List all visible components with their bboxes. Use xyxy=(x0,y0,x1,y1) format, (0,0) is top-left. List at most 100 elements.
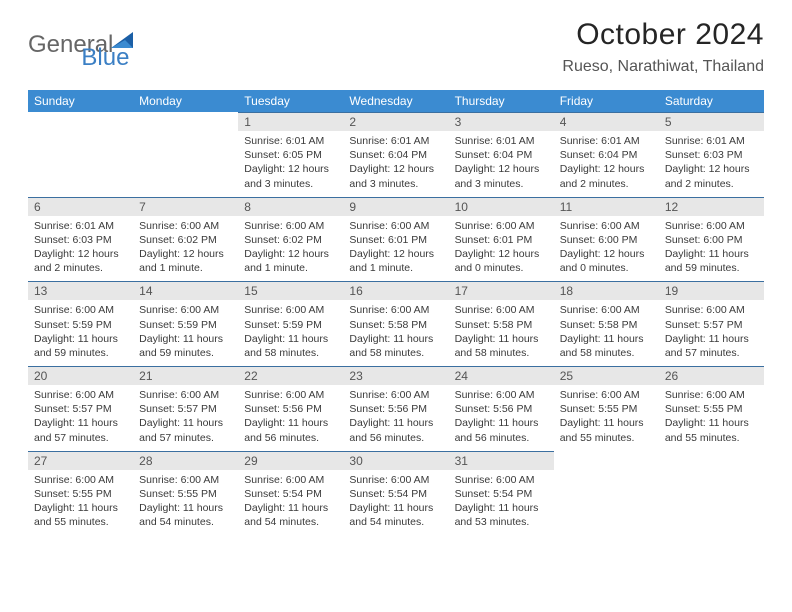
day-number: 22 xyxy=(238,366,343,385)
sunrise-line: Sunrise: 6:00 AM xyxy=(34,473,127,487)
sunrise-line: Sunrise: 6:00 AM xyxy=(560,388,653,402)
day-number: 11 xyxy=(554,197,659,216)
day-number: 16 xyxy=(343,281,448,300)
day-number: 31 xyxy=(449,451,554,470)
day-number: 7 xyxy=(133,197,238,216)
sunrise-line: Sunrise: 6:00 AM xyxy=(455,388,548,402)
day-number: 4 xyxy=(554,112,659,131)
calendar-cell: 17Sunrise: 6:00 AMSunset: 5:58 PMDayligh… xyxy=(449,281,554,366)
calendar-cell: 24Sunrise: 6:00 AMSunset: 5:56 PMDayligh… xyxy=(449,366,554,451)
day-body: Sunrise: 6:00 AMSunset: 6:01 PMDaylight:… xyxy=(343,216,448,282)
sunset-line: Sunset: 5:58 PM xyxy=(349,318,442,332)
day-body: Sunrise: 6:00 AMSunset: 5:55 PMDaylight:… xyxy=(133,470,238,536)
dow-header: Sunday xyxy=(28,90,133,112)
day-number: 23 xyxy=(343,366,448,385)
sunset-line: Sunset: 6:04 PM xyxy=(455,148,548,162)
day-body: Sunrise: 6:00 AMSunset: 6:00 PMDaylight:… xyxy=(659,216,764,282)
day-body: Sunrise: 6:00 AMSunset: 5:58 PMDaylight:… xyxy=(554,300,659,366)
day-number: 30 xyxy=(343,451,448,470)
day-body: Sunrise: 6:00 AMSunset: 6:02 PMDaylight:… xyxy=(133,216,238,282)
day-body: Sunrise: 6:01 AMSunset: 6:03 PMDaylight:… xyxy=(659,131,764,197)
daylight-line: Daylight: 12 hours and 3 minutes. xyxy=(244,162,337,190)
daylight-line: Daylight: 12 hours and 0 minutes. xyxy=(560,247,653,275)
day-body: Sunrise: 6:00 AMSunset: 5:55 PMDaylight:… xyxy=(28,470,133,536)
calendar-cell: 3Sunrise: 6:01 AMSunset: 6:04 PMDaylight… xyxy=(449,112,554,197)
calendar-cell: 5Sunrise: 6:01 AMSunset: 6:03 PMDaylight… xyxy=(659,112,764,197)
sunset-line: Sunset: 5:57 PM xyxy=(665,318,758,332)
sunset-line: Sunset: 6:03 PM xyxy=(665,148,758,162)
day-body: Sunrise: 6:00 AMSunset: 5:56 PMDaylight:… xyxy=(449,385,554,451)
calendar-week: 13Sunrise: 6:00 AMSunset: 5:59 PMDayligh… xyxy=(28,281,764,366)
daylight-line: Daylight: 11 hours and 59 minutes. xyxy=(34,332,127,360)
dow-header: Friday xyxy=(554,90,659,112)
day-body: Sunrise: 6:01 AMSunset: 6:04 PMDaylight:… xyxy=(554,131,659,197)
dow-header: Tuesday xyxy=(238,90,343,112)
daylight-line: Daylight: 11 hours and 57 minutes. xyxy=(34,416,127,444)
day-number: 8 xyxy=(238,197,343,216)
sunset-line: Sunset: 5:58 PM xyxy=(455,318,548,332)
sunrise-line: Sunrise: 6:00 AM xyxy=(349,388,442,402)
day-body: Sunrise: 6:00 AMSunset: 5:59 PMDaylight:… xyxy=(133,300,238,366)
calendar-cell: 8Sunrise: 6:00 AMSunset: 6:02 PMDaylight… xyxy=(238,197,343,282)
day-number: 21 xyxy=(133,366,238,385)
day-body: Sunrise: 6:00 AMSunset: 5:55 PMDaylight:… xyxy=(659,385,764,451)
sunrise-line: Sunrise: 6:01 AM xyxy=(455,134,548,148)
day-number: 24 xyxy=(449,366,554,385)
sunrise-line: Sunrise: 6:00 AM xyxy=(665,388,758,402)
sunset-line: Sunset: 6:04 PM xyxy=(560,148,653,162)
day-number: 18 xyxy=(554,281,659,300)
sunrise-line: Sunrise: 6:00 AM xyxy=(455,473,548,487)
sunset-line: Sunset: 6:00 PM xyxy=(560,233,653,247)
calendar-week: 6Sunrise: 6:01 AMSunset: 6:03 PMDaylight… xyxy=(28,197,764,282)
sunrise-line: Sunrise: 6:00 AM xyxy=(244,388,337,402)
sunset-line: Sunset: 5:55 PM xyxy=(560,402,653,416)
calendar-cell: 25Sunrise: 6:00 AMSunset: 5:55 PMDayligh… xyxy=(554,366,659,451)
calendar-cell: 9Sunrise: 6:00 AMSunset: 6:01 PMDaylight… xyxy=(343,197,448,282)
daylight-line: Daylight: 11 hours and 56 minutes. xyxy=(349,416,442,444)
sunrise-line: Sunrise: 6:01 AM xyxy=(244,134,337,148)
day-body: Sunrise: 6:00 AMSunset: 5:56 PMDaylight:… xyxy=(343,385,448,451)
sunset-line: Sunset: 5:59 PM xyxy=(244,318,337,332)
day-body: Sunrise: 6:00 AMSunset: 5:56 PMDaylight:… xyxy=(238,385,343,451)
daylight-line: Daylight: 11 hours and 57 minutes. xyxy=(139,416,232,444)
sunrise-line: Sunrise: 6:01 AM xyxy=(349,134,442,148)
daylight-line: Daylight: 11 hours and 56 minutes. xyxy=(244,416,337,444)
day-body: Sunrise: 6:00 AMSunset: 5:57 PMDaylight:… xyxy=(133,385,238,451)
day-body: Sunrise: 6:01 AMSunset: 6:04 PMDaylight:… xyxy=(449,131,554,197)
sunset-line: Sunset: 5:56 PM xyxy=(244,402,337,416)
day-body: Sunrise: 6:00 AMSunset: 5:58 PMDaylight:… xyxy=(449,300,554,366)
calendar-cell: 14Sunrise: 6:00 AMSunset: 5:59 PMDayligh… xyxy=(133,281,238,366)
daylight-line: Daylight: 12 hours and 1 minute. xyxy=(244,247,337,275)
day-body: Sunrise: 6:00 AMSunset: 5:58 PMDaylight:… xyxy=(343,300,448,366)
sunrise-line: Sunrise: 6:00 AM xyxy=(34,388,127,402)
sunrise-line: Sunrise: 6:01 AM xyxy=(34,219,127,233)
daylight-line: Daylight: 11 hours and 55 minutes. xyxy=(560,416,653,444)
calendar-cell: 31Sunrise: 6:00 AMSunset: 5:54 PMDayligh… xyxy=(449,451,554,536)
day-number: 29 xyxy=(238,451,343,470)
sunset-line: Sunset: 6:03 PM xyxy=(34,233,127,247)
sunset-line: Sunset: 5:55 PM xyxy=(139,487,232,501)
sunset-line: Sunset: 5:57 PM xyxy=(34,402,127,416)
day-number: 1 xyxy=(238,112,343,131)
sunrise-line: Sunrise: 6:00 AM xyxy=(139,219,232,233)
day-body: Sunrise: 6:00 AMSunset: 6:02 PMDaylight:… xyxy=(238,216,343,282)
dow-header: Saturday xyxy=(659,90,764,112)
daylight-line: Daylight: 12 hours and 2 minutes. xyxy=(665,162,758,190)
sunrise-line: Sunrise: 6:00 AM xyxy=(455,303,548,317)
day-body: Sunrise: 6:00 AMSunset: 5:54 PMDaylight:… xyxy=(449,470,554,536)
daylight-line: Daylight: 11 hours and 59 minutes. xyxy=(665,247,758,275)
daylight-line: Daylight: 11 hours and 58 minutes. xyxy=(244,332,337,360)
day-number: 14 xyxy=(133,281,238,300)
sunset-line: Sunset: 5:55 PM xyxy=(665,402,758,416)
day-number: 12 xyxy=(659,197,764,216)
sunset-line: Sunset: 5:54 PM xyxy=(244,487,337,501)
day-body: Sunrise: 6:00 AMSunset: 5:59 PMDaylight:… xyxy=(238,300,343,366)
calendar-cell: 15Sunrise: 6:00 AMSunset: 5:59 PMDayligh… xyxy=(238,281,343,366)
calendar-cell xyxy=(133,112,238,197)
calendar-cell: 20Sunrise: 6:00 AMSunset: 5:57 PMDayligh… xyxy=(28,366,133,451)
logo: General Blue xyxy=(28,18,129,72)
dow-header: Thursday xyxy=(449,90,554,112)
calendar-cell: 4Sunrise: 6:01 AMSunset: 6:04 PMDaylight… xyxy=(554,112,659,197)
day-number: 3 xyxy=(449,112,554,131)
sunset-line: Sunset: 5:56 PM xyxy=(455,402,548,416)
